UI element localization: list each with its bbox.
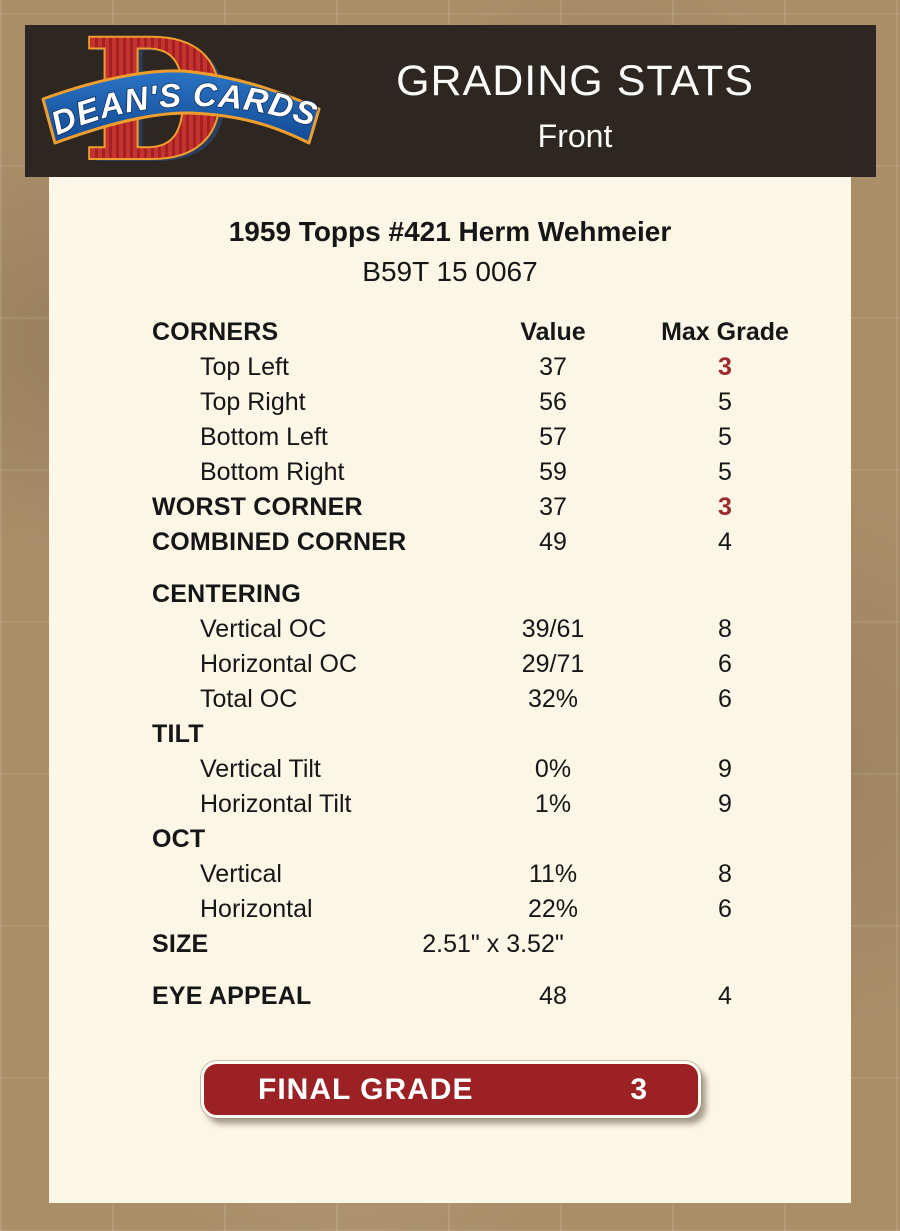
- row-label: Bottom Left: [200, 423, 328, 451]
- table-row: Vertical 11% 8: [49, 857, 851, 892]
- deans-cards-logo: D D DEAN'S CARDS: [41, 31, 322, 171]
- row-value: 57: [539, 423, 567, 451]
- row-label: Horizontal Tilt: [200, 790, 352, 818]
- row-label: Bottom Right: [200, 458, 345, 486]
- row-grade: 6: [718, 895, 732, 923]
- row-grade: 5: [718, 388, 732, 416]
- row-value: Value: [520, 318, 586, 346]
- table-row: COMBINED CORNER 49 4: [49, 525, 851, 560]
- row-value: 11%: [528, 860, 578, 888]
- table-row: Horizontal OC 29/71 6: [49, 647, 851, 682]
- row-value: 1%: [534, 790, 572, 818]
- header-bar: D D DEAN'S CARDS GRADING STATS Front: [25, 25, 876, 177]
- table-row: OCT: [49, 822, 851, 857]
- row-grade: 6: [718, 685, 732, 713]
- row-label: Horizontal OC: [200, 650, 357, 678]
- table-row: CORNERS Value Max Grade: [49, 315, 851, 350]
- row-grade: 4: [718, 528, 732, 556]
- row-label: CORNERS: [152, 318, 279, 346]
- section-gap: [49, 962, 851, 979]
- row-value: 37: [539, 353, 567, 381]
- row-value: 48: [539, 982, 567, 1010]
- row-grade: 3: [718, 493, 732, 521]
- row-value: 56: [539, 388, 567, 416]
- header-titles: GRADING STATS Front: [325, 25, 825, 177]
- row-grade: 8: [718, 615, 732, 643]
- row-value: 59: [539, 458, 567, 486]
- final-grade-value: 3: [630, 1072, 648, 1106]
- row-label: Vertical: [200, 860, 282, 888]
- table-row: TILT: [49, 717, 851, 752]
- table-row: SIZE 2.51" x 3.52": [49, 927, 851, 962]
- row-label: Top Left: [200, 353, 289, 381]
- row-label: OCT: [152, 825, 206, 853]
- table-row: Horizontal 22% 6: [49, 892, 851, 927]
- row-value: 22%: [527, 895, 579, 923]
- final-grade-badge: FINAL GRADE 3: [201, 1061, 701, 1118]
- row-grade: 4: [718, 982, 732, 1010]
- grading-table: CORNERS Value Max Grade Top Left 37 3 To…: [49, 315, 851, 1014]
- row-label: COMBINED CORNER: [152, 528, 407, 556]
- card-serial-number: B59T 15 0067: [362, 256, 538, 287]
- row-value: 32%: [527, 685, 579, 713]
- row-label: Top Right: [200, 388, 306, 416]
- table-row: Vertical Tilt 0% 9: [49, 752, 851, 787]
- row-value: 29/71: [521, 650, 585, 678]
- row-grade: 5: [718, 423, 732, 451]
- row-grade: 5: [718, 458, 732, 486]
- table-row: EYE APPEAL 48 4: [49, 979, 851, 1014]
- card-title: 1959 Topps #421 Herm Wehmeier: [228, 216, 672, 247]
- final-grade-label: FINAL GRADE: [258, 1072, 474, 1106]
- row-value: 37: [539, 493, 567, 521]
- row-label: Total OC: [200, 685, 298, 713]
- row-value: 2.51" x 3.52": [422, 930, 564, 958]
- row-label: SIZE: [152, 930, 209, 958]
- row-grade: 6: [718, 650, 732, 678]
- row-value: 0%: [534, 755, 572, 783]
- grading-panel: 1959 Topps #421 Herm Wehmeier B59T 15 00…: [49, 177, 851, 1203]
- row-label: TILT: [152, 720, 204, 748]
- page-subtitle: Front: [537, 118, 613, 154]
- table-row: WORST CORNER 37 3: [49, 490, 851, 525]
- page-title: GRADING STATS: [396, 57, 754, 105]
- row-value: 39/61: [521, 615, 585, 643]
- row-grade: 9: [718, 755, 732, 783]
- row-label: CENTERING: [152, 580, 302, 608]
- row-label: Vertical OC: [200, 615, 327, 643]
- row-value: 49: [539, 528, 567, 556]
- row-label: Horizontal: [200, 895, 313, 923]
- table-row: Top Left 37 3: [49, 350, 851, 385]
- row-grade: Max Grade: [661, 318, 789, 346]
- section-gap: [49, 560, 851, 577]
- row-label: WORST CORNER: [152, 493, 363, 521]
- table-row: Bottom Left 57 5: [49, 420, 851, 455]
- table-row: Vertical OC 39/61 8: [49, 612, 851, 647]
- row-label: EYE APPEAL: [152, 982, 312, 1010]
- table-row: Total OC 32% 6: [49, 682, 851, 717]
- row-grade: 3: [718, 353, 732, 381]
- table-row: CENTERING: [49, 577, 851, 612]
- table-row: Horizontal Tilt 1% 9: [49, 787, 851, 822]
- row-grade: 9: [718, 790, 732, 818]
- row-grade: 8: [718, 860, 732, 888]
- row-label: Vertical Tilt: [200, 755, 321, 783]
- table-row: Top Right 56 5: [49, 385, 851, 420]
- table-row: Bottom Right 59 5: [49, 455, 851, 490]
